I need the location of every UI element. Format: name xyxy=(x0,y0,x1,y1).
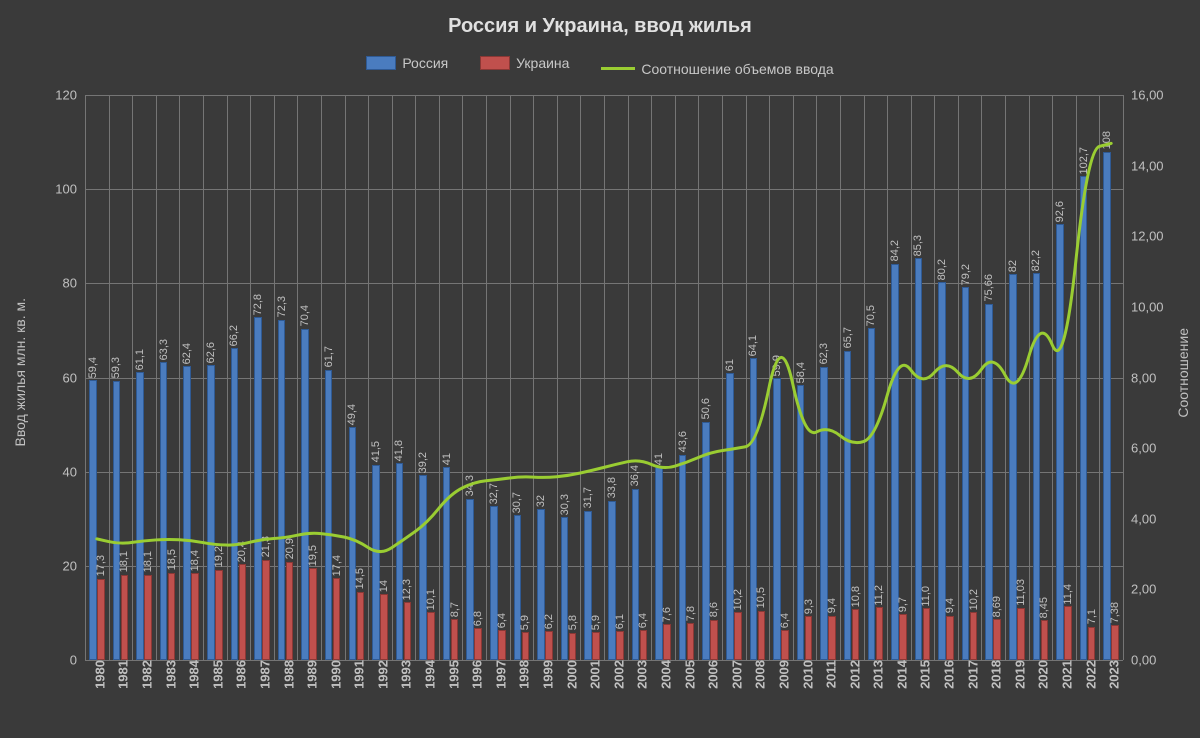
x-tick: 2012 xyxy=(841,660,862,689)
x-tick: 1997 xyxy=(487,660,508,689)
x-tick: 1984 xyxy=(181,660,202,689)
x-tick: 1993 xyxy=(393,660,414,689)
x-tick: 2018 xyxy=(983,660,1004,689)
x-tick: 2013 xyxy=(865,660,886,689)
x-tick: 1988 xyxy=(275,660,296,689)
y2-tick: 0,00 xyxy=(1123,653,1156,668)
chart-title: Россия и Украина, ввод жилья xyxy=(0,15,1200,38)
x-tick: 1982 xyxy=(133,660,154,689)
x-tick: 1992 xyxy=(369,660,390,689)
x-tick: 2006 xyxy=(700,660,721,689)
y2-tick: 6,00 xyxy=(1123,441,1156,456)
x-tick: 1990 xyxy=(322,660,343,689)
x-tick: 2014 xyxy=(888,660,909,689)
x-tick: 2019 xyxy=(1006,660,1027,689)
legend-label-ratio: Соотношение объемов ввода xyxy=(641,61,833,77)
x-tick: 2004 xyxy=(652,660,673,689)
x-tick: 1983 xyxy=(157,660,178,689)
legend-swatch-ukraine xyxy=(480,56,510,70)
x-tick: 2021 xyxy=(1054,660,1075,689)
x-tick: 1981 xyxy=(110,660,131,689)
x-tick: 2022 xyxy=(1077,660,1098,689)
x-tick: 2016 xyxy=(936,660,957,689)
y-tick: 20 xyxy=(63,558,85,573)
y-tick: 40 xyxy=(63,464,85,479)
legend-item-ukraine: Украина xyxy=(480,55,569,71)
y2-tick: 14,00 xyxy=(1123,158,1164,173)
y2-tick: 4,00 xyxy=(1123,511,1156,526)
y2-tick: 16,00 xyxy=(1123,88,1164,103)
x-tick: 2017 xyxy=(959,660,980,689)
x-tick: 2020 xyxy=(1030,660,1051,689)
x-tick: 2005 xyxy=(676,660,697,689)
x-tick: 1999 xyxy=(535,660,556,689)
x-tick: 2000 xyxy=(558,660,579,689)
y-axis-label: Ввод жилья млн. кв. м. xyxy=(12,298,28,446)
x-tick: 2023 xyxy=(1101,660,1122,689)
x-tick: 1996 xyxy=(464,660,485,689)
x-tick: 1980 xyxy=(86,660,107,689)
x-tick: 2002 xyxy=(605,660,626,689)
y2-tick: 2,00 xyxy=(1123,582,1156,597)
x-tick: 1986 xyxy=(228,660,249,689)
x-tick: 2007 xyxy=(723,660,744,689)
legend-swatch-russia xyxy=(366,56,396,70)
y-tick: 80 xyxy=(63,276,85,291)
y-tick: 0 xyxy=(70,653,85,668)
y-tick: 120 xyxy=(55,88,85,103)
legend-label-russia: Россия xyxy=(402,55,448,71)
x-tick: 1998 xyxy=(511,660,532,689)
x-tick: 2009 xyxy=(770,660,791,689)
x-tick: 2001 xyxy=(582,660,603,689)
x-tick: 1991 xyxy=(346,660,367,689)
x-tick: 2015 xyxy=(912,660,933,689)
x-tick: 1994 xyxy=(417,660,438,689)
x-tick: 2003 xyxy=(629,660,650,689)
legend: Россия Украина Соотношение объемов ввода xyxy=(0,55,1200,77)
x-tick: 1987 xyxy=(251,660,272,689)
legend-item-russia: Россия xyxy=(366,55,448,71)
x-tick: 2011 xyxy=(818,660,839,688)
y-tick: 100 xyxy=(55,182,85,197)
x-tick: 1985 xyxy=(204,660,225,689)
x-tick: 1995 xyxy=(440,660,461,689)
vgridline xyxy=(1123,95,1124,660)
x-tick: 1989 xyxy=(299,660,320,689)
y2-tick: 10,00 xyxy=(1123,299,1164,314)
plot-area: 0204060801001200,002,004,006,008,0010,00… xyxy=(85,95,1123,660)
y2-tick: 12,00 xyxy=(1123,229,1164,244)
x-tick: 2010 xyxy=(794,660,815,689)
x-tick: 2008 xyxy=(747,660,768,689)
chart-container: Россия и Украина, ввод жилья Россия Укра… xyxy=(0,0,1200,738)
y2-axis-label: Соотношение xyxy=(1175,328,1191,418)
y-tick: 60 xyxy=(63,370,85,385)
legend-item-ratio: Соотношение объемов ввода xyxy=(601,61,833,77)
ratio-line xyxy=(85,95,1123,660)
legend-line-ratio xyxy=(601,67,635,70)
y2-tick: 8,00 xyxy=(1123,370,1156,385)
legend-label-ukraine: Украина xyxy=(516,55,569,71)
